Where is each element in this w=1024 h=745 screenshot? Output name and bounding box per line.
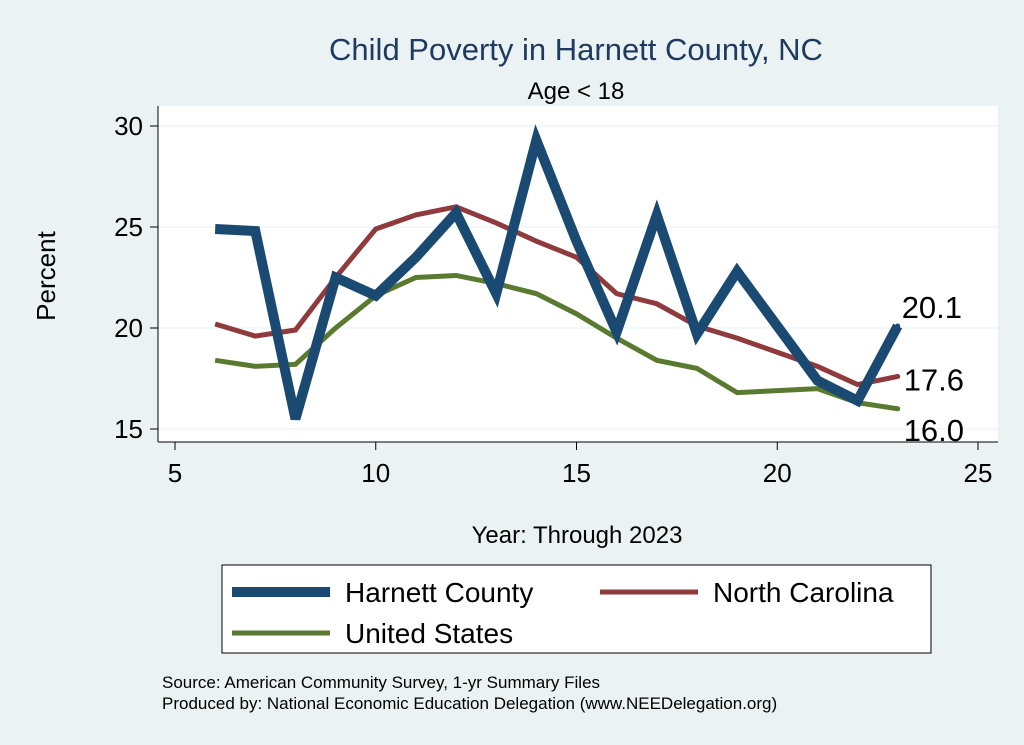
x-tick-label: 10 (361, 458, 390, 488)
x-tick-label: 20 (763, 458, 792, 488)
producer-note: Produced by: National Economic Education… (162, 694, 777, 713)
chart-subtitle: Age < 18 (528, 78, 625, 105)
series-lines (214, 124, 903, 421)
legend-box (221, 564, 932, 654)
end-point (895, 406, 901, 412)
legend-label: United States (345, 618, 513, 649)
y-tick-label: 30 (114, 111, 143, 141)
plot-area (158, 106, 998, 442)
y-axis-label: Percent (31, 230, 61, 320)
series-line-harnett-county (214, 124, 903, 421)
y-tick-label: 15 (114, 414, 143, 444)
end-labels: 20.1 17.6 16.0 (902, 290, 964, 448)
legend-label: North Carolina (713, 577, 894, 608)
end-point (895, 373, 901, 379)
chart-title: Child Poverty in Harnett County, NC (329, 32, 823, 67)
x-tick-label: 5 (168, 458, 182, 488)
legend: Harnett County North Carolina United State… (232, 577, 894, 649)
end-label: 20.1 (902, 290, 962, 325)
axes: 15 20 25 30 5 10 15 20 25 (114, 106, 998, 488)
end-label: 17.6 (904, 362, 964, 397)
legend-label: Harnett County (345, 577, 533, 608)
y-tick-label: 25 (114, 212, 143, 242)
x-tick-label: 15 (562, 458, 591, 488)
end-label: 16.0 (904, 413, 964, 448)
source-note: Source: American Community Survey, 1-yr … (162, 673, 600, 692)
end-point (895, 323, 901, 329)
x-tick-label: 25 (964, 458, 993, 488)
x-axis-label: Year: Through 2023 (472, 522, 683, 549)
series-line-united-states (214, 272, 899, 412)
y-tick-label: 20 (114, 313, 143, 343)
